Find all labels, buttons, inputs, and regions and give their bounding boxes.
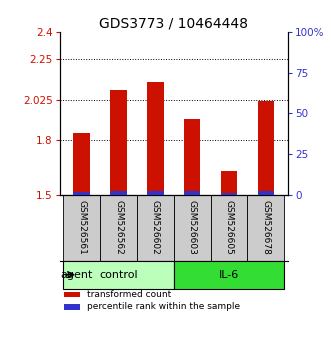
Text: percentile rank within the sample: percentile rank within the sample <box>87 302 240 312</box>
Text: GSM526562: GSM526562 <box>114 200 123 255</box>
Bar <box>248 195 284 261</box>
Text: GSM526605: GSM526605 <box>224 200 234 255</box>
Text: transformed count: transformed count <box>87 290 171 299</box>
Text: agent: agent <box>60 270 92 280</box>
Bar <box>147 191 164 195</box>
Bar <box>137 195 174 261</box>
Bar <box>110 90 127 195</box>
Bar <box>211 195 248 261</box>
Bar <box>174 261 284 289</box>
Bar <box>64 304 80 310</box>
Text: GSM526561: GSM526561 <box>77 200 86 255</box>
Bar <box>110 191 127 195</box>
Bar <box>64 292 80 297</box>
Bar <box>184 190 201 195</box>
Bar <box>221 193 237 195</box>
Title: GDS3773 / 10464448: GDS3773 / 10464448 <box>99 17 248 31</box>
Bar <box>147 82 164 195</box>
Bar <box>221 171 237 195</box>
Bar <box>73 192 90 195</box>
Text: GSM526678: GSM526678 <box>261 200 270 255</box>
Bar <box>184 119 201 195</box>
Bar <box>63 261 174 289</box>
Bar <box>174 195 211 261</box>
Text: control: control <box>99 270 138 280</box>
Bar <box>73 133 90 195</box>
Bar <box>100 195 137 261</box>
Bar <box>258 101 274 195</box>
Text: GSM526602: GSM526602 <box>151 200 160 255</box>
Text: IL-6: IL-6 <box>219 270 239 280</box>
Bar <box>63 195 100 261</box>
Bar <box>258 191 274 195</box>
Text: GSM526603: GSM526603 <box>188 200 197 255</box>
